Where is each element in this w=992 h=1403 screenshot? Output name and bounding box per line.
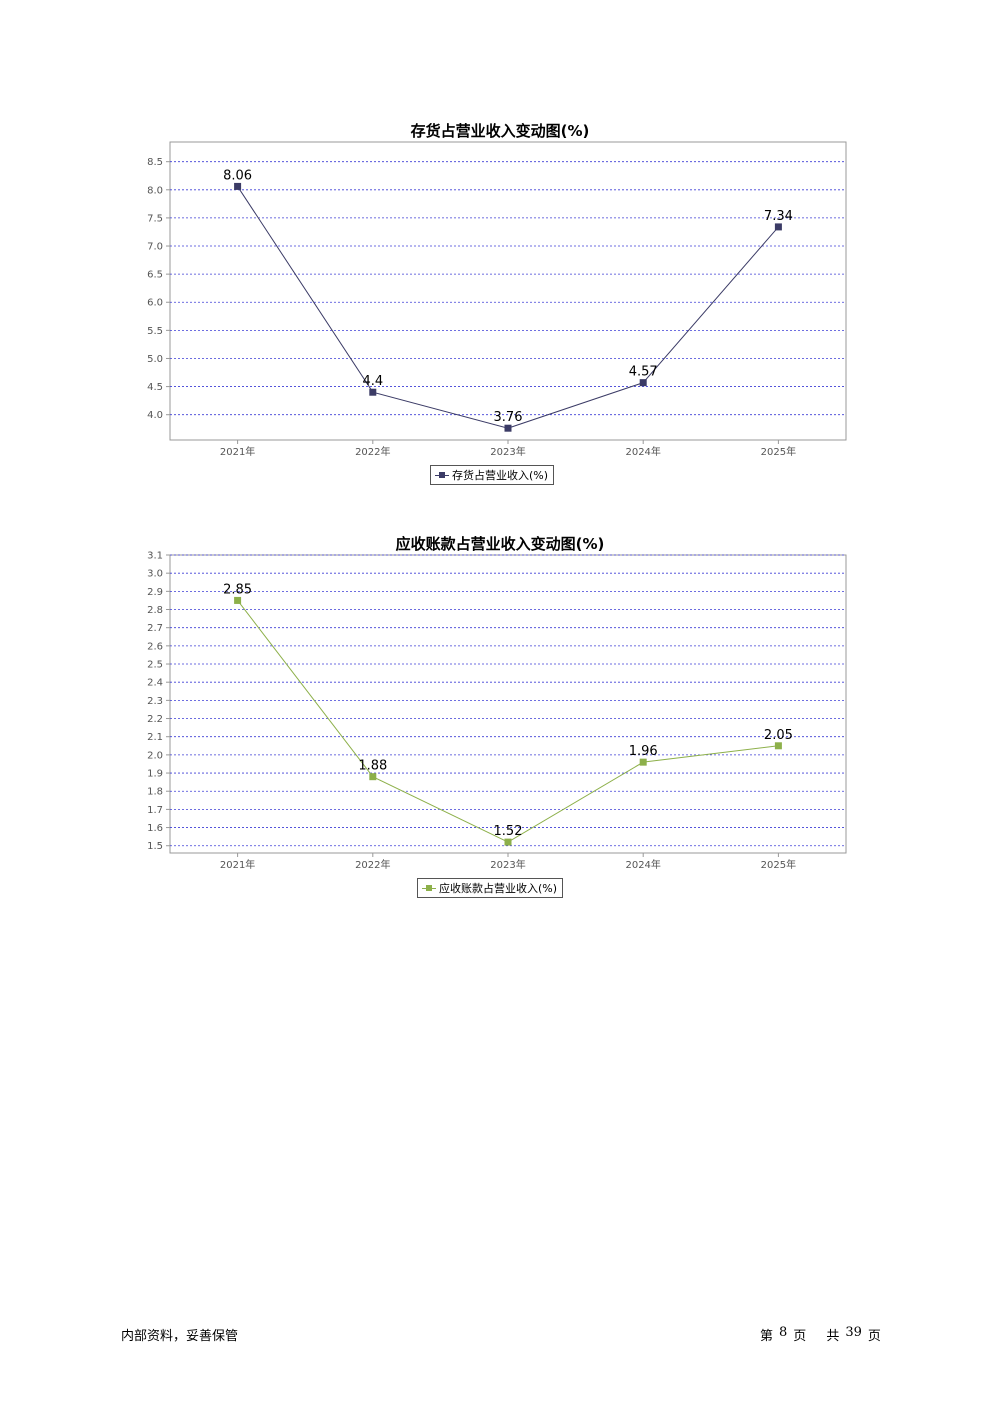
page-prefix: 第	[760, 1329, 774, 1344]
data-label: 2.05	[764, 728, 793, 743]
data-point	[369, 388, 377, 396]
page-indicator: 第 8 页 共 39 页	[760, 1325, 881, 1344]
y-tick-label: 7.0	[147, 242, 163, 253]
y-tick-label: 2.9	[147, 587, 163, 598]
y-tick-label: 6.0	[147, 298, 163, 309]
x-tick-label: 2022年	[355, 858, 390, 871]
page-suffix: 页	[793, 1329, 807, 1344]
y-tick-label: 3.1	[147, 551, 163, 562]
x-tick-label: 2025年	[761, 858, 796, 871]
data-label: 1.52	[494, 824, 523, 839]
x-tick-label: 2024年	[625, 858, 660, 871]
y-tick-label: 7.5	[147, 213, 163, 224]
y-tick-label: 2.5	[147, 660, 163, 671]
data-point	[774, 742, 782, 750]
data-point	[504, 424, 512, 432]
y-tick-label: 2.1	[147, 732, 163, 743]
chart-title: 存货占营业收入变动图(%)	[410, 122, 590, 140]
y-tick-label: 4.0	[147, 410, 163, 421]
y-tick-label: 8.0	[147, 185, 163, 196]
y-tick-label: 2.2	[147, 714, 163, 725]
legend-label: 存货占营业收入(%)	[452, 469, 549, 482]
y-tick-label: 2.6	[147, 641, 163, 652]
data-point	[369, 773, 377, 781]
data-point	[639, 758, 647, 766]
data-label: 4.4	[362, 374, 383, 389]
y-tick-label: 1.5	[147, 841, 163, 852]
plot-frame	[169, 554, 847, 854]
data-label: 1.88	[358, 759, 387, 774]
page-number: 8	[779, 1325, 788, 1340]
data-label: 7.34	[764, 209, 793, 224]
y-tick-label: 2.7	[147, 623, 163, 634]
chart-inventory: 存货占营业收入变动图(%) 4.0 4.5 5.0 5.5 6.0 6.5 7.0 7.5 8.…	[100, 115, 900, 495]
y-tick-label: 1.6	[147, 823, 163, 834]
total-prefix: 共	[826, 1329, 840, 1344]
legend-marker	[422, 884, 436, 892]
total-pages: 39	[845, 1325, 862, 1340]
data-point	[639, 379, 647, 387]
chart-title: 应收账款占营业收入变动图(%)	[395, 535, 605, 553]
y-tick-label: 2.0	[147, 750, 163, 761]
y-tick-label: 4.5	[147, 382, 163, 393]
x-tick-label: 2025年	[761, 445, 796, 458]
y-tick-label: 8.5	[147, 157, 163, 168]
total-suffix: 页	[867, 1329, 881, 1344]
x-tick-label: 2023年	[490, 858, 525, 871]
data-point	[234, 596, 242, 604]
data-point	[504, 838, 512, 846]
footer-note: 内部资料，妥善保管	[121, 1329, 239, 1344]
y-tick-label: 1.7	[147, 805, 163, 816]
x-tick-label: 2023年	[490, 445, 525, 458]
chart-plot-area: 1.5 1.6 1.7 1.8 1.9 2.0 2.1 2.2 2.3 2.4 2.5 2.6 2.7 2…	[147, 551, 847, 871]
legend-marker	[435, 471, 449, 479]
chart-legend: 应收账款占营业收入(%)	[417, 878, 564, 898]
y-tick-label: 2.3	[147, 696, 163, 707]
data-label: 8.06	[223, 168, 252, 183]
y-tick-label: 1.9	[147, 769, 163, 780]
chart-receivables: 应收账款占营业收入变动图(%) 1.5 1.6 1.7 1.8 1.9 2.0 2.1 2.2…	[100, 528, 900, 908]
y-tick-label: 5.0	[147, 354, 163, 365]
legend-label: 应收账款占营业收入(%)	[439, 882, 558, 895]
x-tick-label: 2021年	[220, 858, 255, 871]
data-point	[774, 223, 782, 231]
y-tick-label: 1.8	[147, 787, 163, 798]
y-tick-label: 2.8	[147, 605, 163, 616]
data-label: 1.96	[629, 744, 658, 759]
data-label: 4.57	[629, 365, 658, 380]
plot-frame	[169, 141, 847, 441]
chart-legend: 存货占营业收入(%)	[430, 465, 555, 485]
x-tick-label: 2021年	[220, 445, 255, 458]
data-label: 3.76	[494, 410, 523, 425]
y-tick-label: 3.0	[147, 569, 163, 580]
data-label: 2.85	[223, 582, 252, 597]
y-tick-label: 6.5	[147, 270, 163, 281]
data-point	[234, 182, 242, 190]
y-tick-label: 5.5	[147, 326, 163, 337]
x-tick-label: 2024年	[625, 445, 660, 458]
chart-plot-area: 4.0 4.5 5.0 5.5 6.0 6.5 7.0 7.5 8.0 8.5 2021年 2022年…	[147, 141, 847, 458]
x-tick-label: 2022年	[355, 445, 390, 458]
y-tick-label: 2.4	[147, 678, 163, 689]
